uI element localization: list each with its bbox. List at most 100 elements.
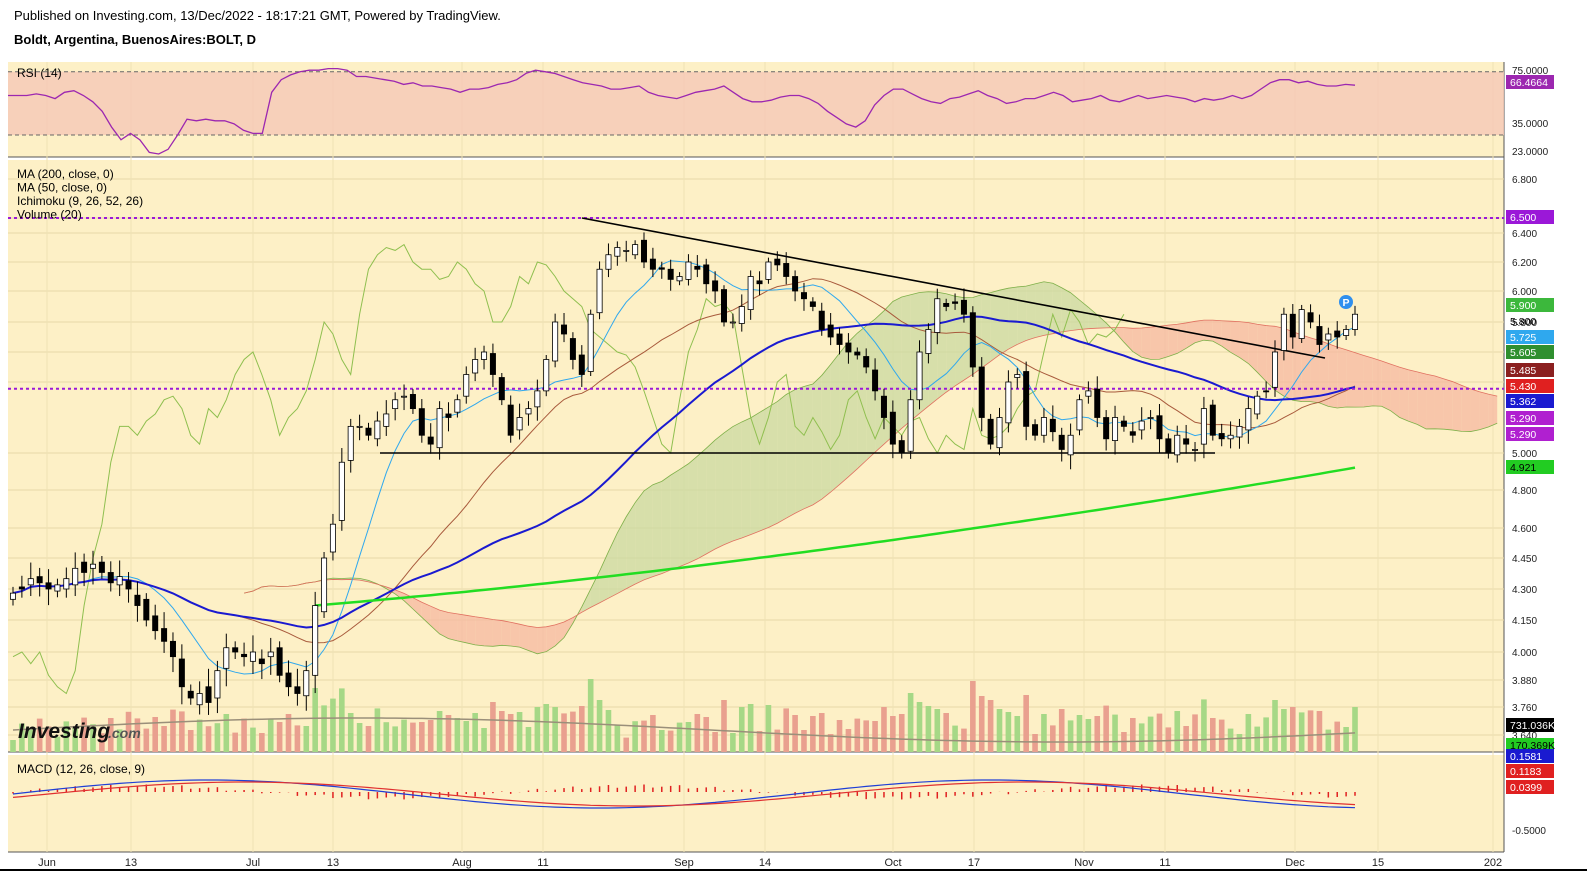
candle-body xyxy=(934,298,941,333)
candle-body xyxy=(1343,329,1350,336)
price-tick-label: 6.000 xyxy=(1512,287,1537,298)
price-tag: 5.362 xyxy=(1510,396,1536,408)
volume-bar xyxy=(205,726,212,752)
cloud-segment xyxy=(732,421,742,542)
volume-bar xyxy=(1085,719,1092,752)
x-axis-label: 17 xyxy=(968,857,980,869)
candle-body xyxy=(81,561,88,573)
candle-body xyxy=(116,576,123,586)
macd-panel xyxy=(12,779,1356,809)
cloud-segment xyxy=(430,606,440,634)
candle-body xyxy=(303,670,310,697)
volume-bar xyxy=(543,704,550,752)
volume-bar xyxy=(36,718,43,752)
rsi-tick-label: 35.0000 xyxy=(1512,119,1549,130)
cloud-segment xyxy=(412,597,422,618)
candle-body xyxy=(1129,431,1136,436)
price-tag: 5.725 xyxy=(1510,332,1536,344)
indicator-label: MA (200, close, 0) xyxy=(17,167,114,181)
candle-body xyxy=(472,359,479,374)
trendline xyxy=(581,217,1326,359)
price-tick-label: 3.880 xyxy=(1512,676,1537,687)
volume-tag: 731.036K xyxy=(1510,720,1555,732)
cloud-segment xyxy=(635,490,645,585)
price-tick-label: 4.300 xyxy=(1512,585,1537,596)
candle-body xyxy=(943,302,950,307)
cloud-segment xyxy=(768,401,778,528)
candle-body xyxy=(89,563,96,569)
volume-bar xyxy=(72,728,79,752)
candle-body xyxy=(507,404,514,436)
x-axis-label: Jul xyxy=(246,857,260,869)
volume-bar xyxy=(1218,719,1225,752)
cloud-segment xyxy=(1417,371,1427,429)
candle-body xyxy=(1227,434,1234,440)
candle-body xyxy=(1103,417,1110,440)
candle-body xyxy=(1094,388,1101,418)
candle-body xyxy=(552,321,559,362)
price-tag-bg xyxy=(1506,210,1554,224)
volume-bar xyxy=(783,708,790,752)
candle-body xyxy=(658,267,665,270)
price-tick-label: 6.400 xyxy=(1512,229,1537,240)
cloud-segment xyxy=(1292,331,1302,402)
candle-body xyxy=(9,592,16,600)
candle-body xyxy=(1014,374,1021,378)
cloud-segment xyxy=(786,389,796,519)
cloud-segment xyxy=(821,364,831,500)
cloud-segment xyxy=(715,432,724,549)
cloud-segment xyxy=(1372,358,1382,407)
x-axis-label: Dec xyxy=(1285,857,1305,869)
volume-bar xyxy=(925,706,932,752)
cloud-segment xyxy=(644,484,653,580)
volume-bar xyxy=(374,708,381,752)
labels: RSI (14) MA (200, close, 0)MA (50, close,… xyxy=(17,66,145,776)
candle-body xyxy=(1192,449,1199,451)
volume-bar xyxy=(605,710,612,752)
volume-bar xyxy=(436,711,443,752)
cloud-segment xyxy=(670,469,680,570)
cloud-segment xyxy=(1132,328,1142,358)
x-axis-label: 202 xyxy=(1484,857,1502,869)
cloud-segment xyxy=(1257,324,1267,382)
cloud-segment xyxy=(812,375,822,505)
candle-body xyxy=(632,244,639,256)
candle-body xyxy=(925,329,932,354)
x-axis-label: Sep xyxy=(674,857,694,869)
volume-bar xyxy=(259,733,265,752)
published-caption: Published on Investing.com, 13/Dec/2022 … xyxy=(14,8,501,23)
price-tag: 5.485 xyxy=(1510,365,1536,377)
candle-body xyxy=(747,276,754,310)
cloud-segment xyxy=(1408,369,1418,425)
cloud-segment xyxy=(750,412,760,535)
cloud-segment xyxy=(1470,388,1480,432)
macd-tag: 0.0399 xyxy=(1510,782,1542,794)
cloud-segment xyxy=(1150,326,1160,360)
cloud-segment xyxy=(1026,283,1036,341)
cloud-segment xyxy=(1186,321,1196,349)
cloud-segment xyxy=(990,290,1000,362)
candle-body xyxy=(1120,420,1127,427)
volume-bar xyxy=(1254,726,1261,752)
candle-body xyxy=(161,628,168,642)
cloud-segment xyxy=(1035,281,1044,338)
cloud-segment xyxy=(1159,325,1169,360)
cloud-segment xyxy=(697,448,707,559)
volume-bar xyxy=(143,728,150,752)
volume-bar xyxy=(1058,709,1065,752)
volume-bar xyxy=(801,730,807,752)
cloud-segment xyxy=(1310,337,1320,403)
indicator-label: Ichimoku (9, 26, 52, 26) xyxy=(17,194,143,208)
candle-body xyxy=(1316,326,1323,345)
candle-body xyxy=(329,523,336,553)
candle-body xyxy=(1147,417,1154,419)
cloud-segment xyxy=(1479,391,1489,430)
volume-bar xyxy=(916,702,923,752)
candle-body xyxy=(667,268,674,280)
volume-bar xyxy=(223,714,230,752)
candle-body xyxy=(498,377,505,401)
volume-bar xyxy=(1094,716,1101,752)
candle-body xyxy=(952,301,959,304)
candle-body xyxy=(1076,399,1083,431)
